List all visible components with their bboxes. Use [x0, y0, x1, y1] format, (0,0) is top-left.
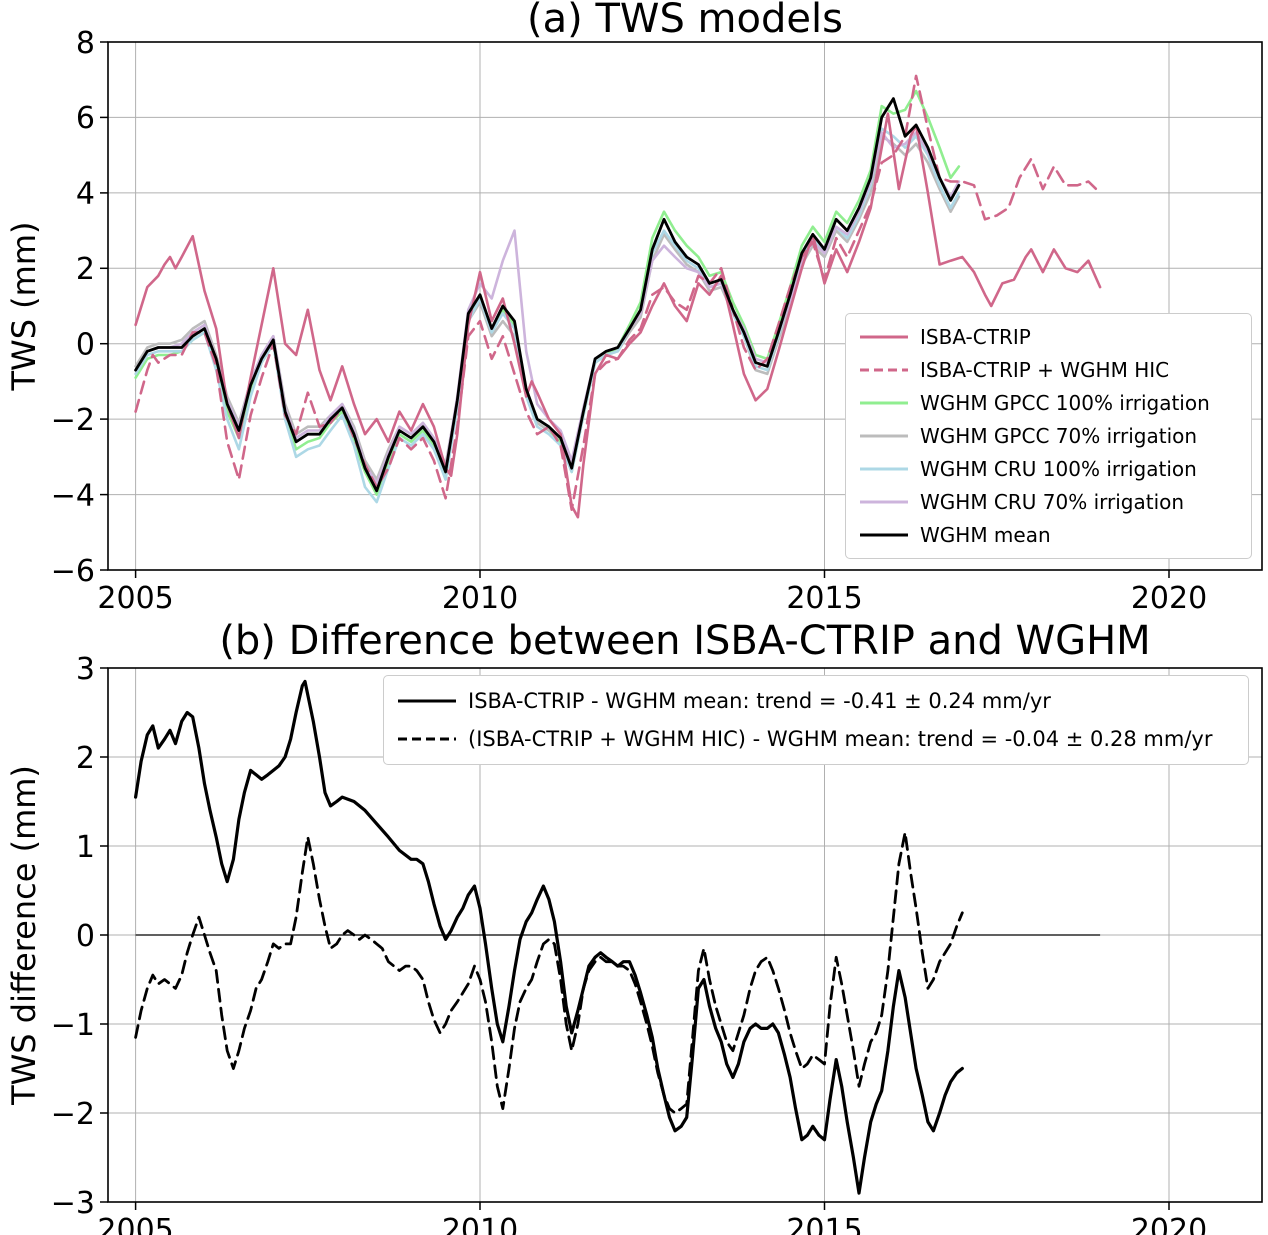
y-tick-label: −3	[51, 1186, 95, 1221]
y-tick-label: −6	[51, 554, 95, 589]
y-tick-label: 1	[76, 830, 95, 865]
y-tick-label: 3	[76, 652, 95, 687]
y-tick-label: 2	[76, 252, 95, 287]
y-tick-label: 8	[76, 26, 95, 61]
y-tick-label: 0	[76, 328, 95, 363]
series-line-wghm-mean	[134, 97, 961, 493]
legend-item: ISBA-CTRIP	[860, 321, 1237, 354]
x-tick-label: 2015	[786, 1213, 862, 1235]
series-line-isba-ctrip	[134, 112, 1102, 519]
panel-b-legend: ISBA-CTRIP - WGHM mean: trend = -0.41 ± …	[383, 675, 1249, 765]
legend-label: ISBA-CTRIP - WGHM mean: trend = -0.41 ± …	[468, 689, 1051, 713]
panel-b-title: (b) Difference between ISBA-CTRIP and WG…	[219, 618, 1151, 664]
legend-line-sample	[860, 368, 908, 372]
legend-line-sample	[860, 401, 908, 405]
legend-label: (ISBA-CTRIP + WGHM HIC) - WGHM mean: tre…	[468, 727, 1213, 751]
legend-label: ISBA-CTRIP	[920, 325, 1031, 349]
panel-a-title: (a) TWS models	[527, 0, 843, 42]
plot-border	[107, 41, 1263, 571]
legend-line-sample	[398, 737, 456, 741]
x-tick-label: 2020	[1131, 581, 1207, 616]
x-tick-label: 2010	[442, 1213, 518, 1235]
y-tick-label: −2	[51, 403, 95, 438]
panel-b: (b) Difference between ISBA-CTRIP and WG…	[0, 618, 1268, 1235]
x-tick-label: 2010	[442, 581, 518, 616]
y-tick-label: 4	[76, 177, 95, 212]
legend-item: WGHM CRU 100% irrigation	[860, 453, 1237, 486]
y-tick-label: 2	[76, 741, 95, 776]
y-tick-label: −1	[51, 1008, 95, 1043]
y-tick-label: −2	[51, 1097, 95, 1132]
legend-label: WGHM mean	[920, 523, 1051, 547]
legend-item: WGHM mean	[860, 519, 1237, 552]
y-tick-label: 0	[76, 919, 95, 954]
y-tick-label: −4	[51, 478, 95, 513]
legend-item: ISBA-CTRIP - WGHM mean: trend = -0.41 ± …	[398, 682, 1234, 720]
legend-line-sample	[860, 335, 908, 339]
legend-item: (ISBA-CTRIP + WGHM HIC) - WGHM mean: tre…	[398, 720, 1234, 758]
legend-item: ISBA-CTRIP + WGHM HIC	[860, 354, 1237, 387]
legend-label: WGHM GPCC 100% irrigation	[920, 391, 1210, 415]
legend-label: WGHM CRU 70% irrigation	[920, 490, 1185, 514]
legend-line-sample	[860, 500, 908, 504]
legend-item: WGHM GPCC 100% irrigation	[860, 387, 1237, 420]
legend-line-sample	[860, 533, 908, 537]
legend-line-sample	[860, 434, 908, 438]
legend-line-sample	[398, 699, 456, 703]
legend-label: WGHM CRU 100% irrigation	[920, 457, 1197, 481]
legend-item: WGHM GPCC 70% irrigation	[860, 420, 1237, 453]
legend-line-sample	[860, 467, 908, 471]
panel-a-plot-area: 2005 2010 2015 2020 −6 −4 −2 0 2 4 6 8	[51, 26, 1263, 616]
legend-label: WGHM GPCC 70% irrigation	[920, 424, 1198, 448]
legend-item: WGHM CRU 70% irrigation	[860, 486, 1237, 519]
series-line-isba-ctrip-wghm-hic-wghm-mean-trend-0-04-0-28-mm-yr	[134, 831, 964, 1115]
x-tick-label: 2015	[786, 581, 862, 616]
x-tick-label: 2020	[1131, 1213, 1207, 1235]
series-line-isba-ctrip-wghm-mean-trend-0-41-0-24-mm-yr	[134, 679, 964, 1195]
x-tick-label: 2005	[97, 1213, 173, 1235]
y-tick-label: 6	[76, 101, 95, 136]
legend-label: ISBA-CTRIP + WGHM HIC	[920, 358, 1170, 382]
x-tick-label: 2005	[97, 581, 173, 616]
panel-a: (a) TWS models TWS (mm) 2005 2010 2015 2020…	[5, 0, 1263, 616]
panel-a-legend: ISBA-CTRIP ISBA-CTRIP + WGHM HIC WGHM GPCC…	[845, 313, 1252, 559]
series-line-wghm-cru-100-irrigation	[134, 127, 961, 504]
